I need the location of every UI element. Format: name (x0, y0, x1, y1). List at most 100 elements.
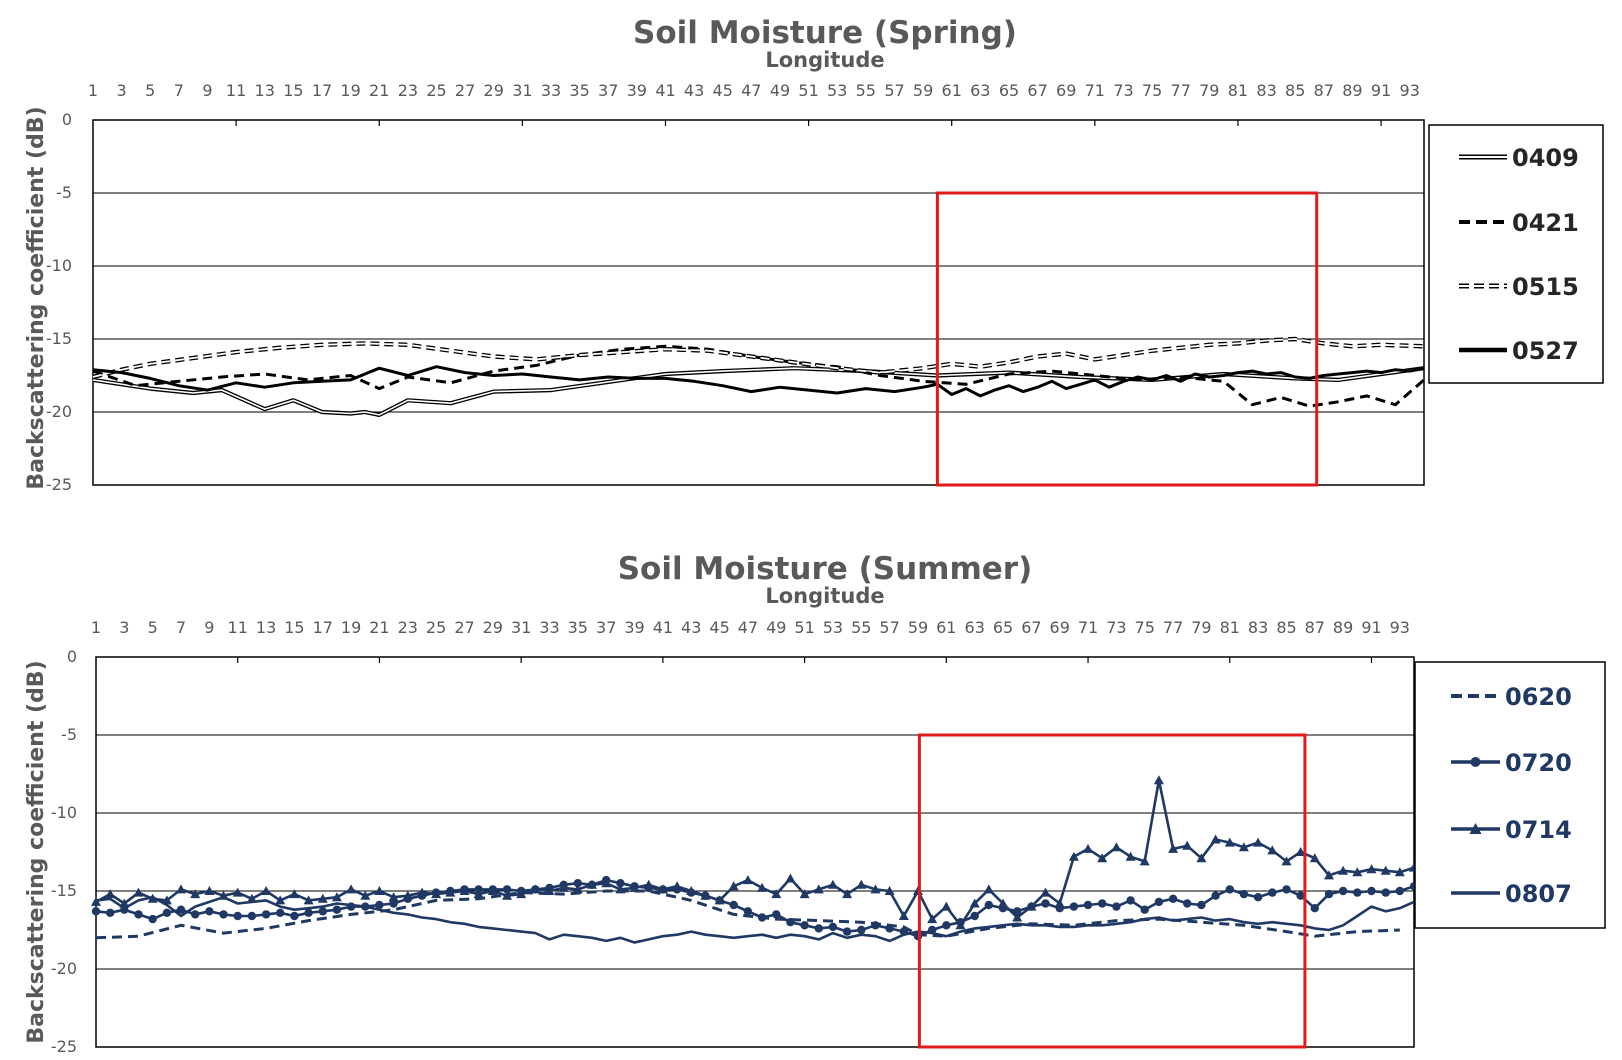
data-point-0714 (1352, 867, 1363, 877)
x-tick-label: 9 (202, 81, 212, 100)
x-tick-label: 77 (1171, 81, 1191, 100)
data-point-0720 (205, 907, 214, 916)
data-point-0720 (1381, 888, 1390, 897)
data-point-0720 (1338, 886, 1348, 896)
data-point-0714 (587, 879, 597, 889)
data-point-0714 (388, 892, 399, 902)
x-tick-label: 27 (455, 81, 475, 100)
data-point-0720 (134, 910, 143, 919)
data-point-0720 (1183, 899, 1192, 908)
legend-label-0527: 0527 (1512, 337, 1579, 365)
legend-marker-0714 (1469, 823, 1482, 834)
data-point-0714 (1068, 851, 1079, 861)
x-tick-label: 29 (483, 618, 503, 637)
data-point-0714 (402, 890, 413, 900)
y-axis-title: Backscattering coefficient (dB) (24, 660, 49, 1043)
data-point-0714 (346, 884, 357, 894)
x-tick-label: 65 (993, 618, 1013, 637)
x-tick-label: 7 (174, 81, 184, 100)
data-point-0720 (1197, 900, 1206, 910)
data-point-0714 (657, 884, 668, 894)
data-point-0714 (813, 884, 824, 894)
data-point-0720 (162, 908, 172, 917)
data-point-0720 (176, 905, 186, 914)
x-tick-label: 59 (908, 618, 928, 637)
x-tick-label: 61 (936, 618, 956, 637)
data-point-0714 (190, 889, 201, 899)
data-point-0714 (431, 889, 442, 899)
data-point-0714 (1139, 856, 1150, 866)
x-tick-label: 3 (117, 81, 127, 100)
y-tick-label: -15 (51, 881, 77, 900)
data-point-0714 (1054, 898, 1065, 908)
data-point-0714 (445, 887, 456, 897)
x-tick-label: 45 (713, 81, 733, 100)
data-point-0714 (955, 920, 966, 930)
x-tick-label: 5 (148, 618, 158, 637)
data-point-0714 (1267, 845, 1278, 855)
x-tick-label: 13 (256, 618, 276, 637)
x-tick-label: 87 (1305, 618, 1325, 637)
x-axis-title: Longitude (765, 584, 884, 608)
legend-label-0714: 0714 (1505, 816, 1572, 844)
y-tick-label: -10 (46, 256, 72, 275)
data-point-0714 (1224, 837, 1235, 847)
data-point-0714 (1281, 856, 1292, 866)
x-tick-label: 81 (1220, 618, 1240, 637)
legend: 0620 0720 0714 0807 (1451, 683, 1572, 908)
x-tick-labels: 1 3 5 7 9 11 13 15 17 19 21 23 25 27 29 31 33 35 37 39 41 43 4… (88, 81, 1420, 100)
highlight-box (917, 733, 1307, 1049)
x-tick-label: 53 (827, 81, 847, 100)
data-point-0714 (728, 881, 739, 891)
x-tick-label: 49 (766, 618, 786, 637)
y-tick-label: 0 (67, 647, 77, 666)
y-tick-label: -20 (46, 402, 72, 421)
y-tick-label: 0 (62, 110, 72, 129)
legend-marker-0720 (1470, 757, 1481, 767)
legend-label-0421: 0421 (1512, 209, 1579, 237)
x-tick-label: 69 (1056, 81, 1076, 100)
x-tick-label: 79 (1199, 81, 1219, 100)
x-tick-label: 83 (1256, 81, 1276, 100)
data-point-0720 (885, 924, 894, 933)
x-tick-label: 1 (91, 618, 101, 637)
series-line-0714 (95, 778, 1415, 927)
legend-label-0620: 0620 (1505, 683, 1572, 711)
data-point-0714 (1125, 851, 1136, 861)
data-point-0714 (91, 896, 101, 906)
x-tick-label: 19 (340, 81, 360, 100)
y-tick-label: -5 (56, 183, 72, 202)
data-point-0714 (1153, 775, 1164, 785)
data-point-0714 (771, 889, 782, 899)
x-tick-label: 77 (1163, 618, 1183, 637)
x-tick-label: 17 (312, 81, 332, 100)
x-tick-label: 33 (539, 618, 559, 637)
x-tick-label: 21 (369, 618, 389, 637)
data-point-0720 (842, 927, 852, 936)
data-point-0720 (1013, 907, 1022, 916)
x-tick-label: 47 (738, 618, 758, 637)
x-tick-label: 37 (598, 81, 618, 100)
x-tick-label: 85 (1285, 81, 1305, 100)
data-point-0720 (857, 925, 866, 935)
data-point-0714 (1026, 901, 1037, 911)
y-axis-title: Backscattering coefficient (dB) (24, 106, 49, 489)
x-tick-label: 39 (627, 81, 647, 100)
data-point-0720 (1253, 893, 1263, 902)
data-point-0714 (983, 884, 994, 894)
x-tick-label: 49 (770, 81, 790, 100)
x-tick-label: 21 (369, 81, 389, 100)
y-tick-label: -15 (46, 329, 72, 348)
data-point-0720 (290, 911, 299, 921)
plot-area-frame (92, 119, 1425, 486)
y-tick-label: -5 (61, 725, 77, 744)
data-point-0720 (1268, 888, 1277, 897)
legend-label-0515: 0515 (1512, 273, 1579, 301)
data-point-0714 (558, 882, 569, 892)
x-tick-label: 23 (398, 81, 418, 100)
legend: 0409 0421 0515 0527 (1459, 144, 1579, 365)
data-point-0714 (204, 886, 215, 895)
data-point-0714 (643, 879, 654, 889)
data-point-0720 (729, 900, 738, 910)
x-tick-label: 51 (798, 81, 818, 100)
